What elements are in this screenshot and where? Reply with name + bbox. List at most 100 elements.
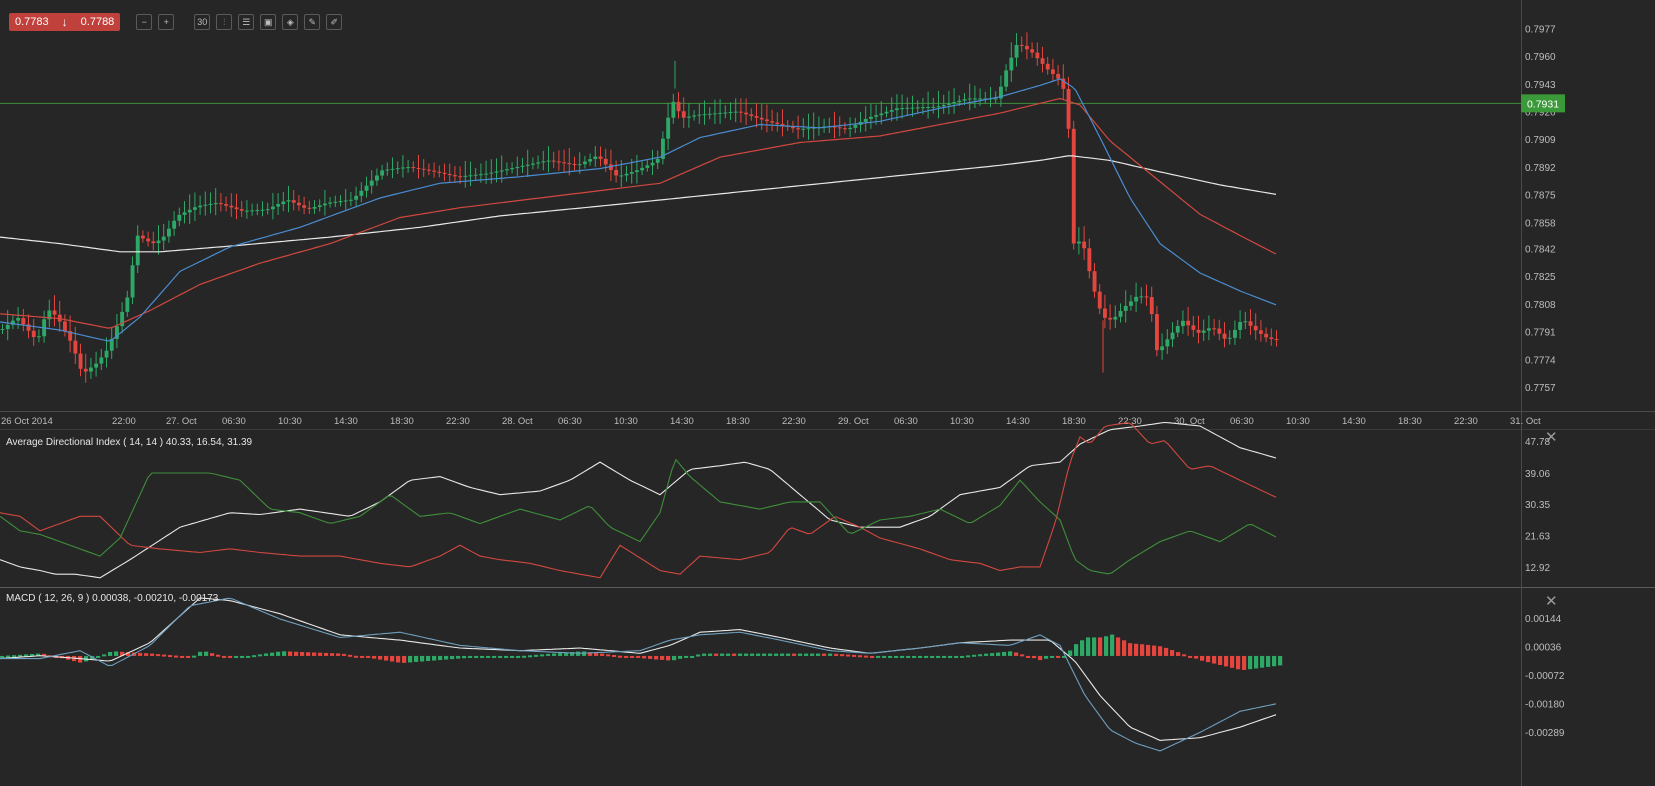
x-tick-label: 10:30	[1286, 416, 1310, 427]
macd-hist-bar	[654, 655, 659, 660]
candle-up	[687, 116, 691, 118]
candle-up	[260, 209, 265, 211]
candle-down	[1108, 317, 1113, 320]
timeframe-button[interactable]: 30	[194, 14, 211, 30]
macd-hist-bar	[1074, 644, 1079, 656]
candle-up	[104, 350, 109, 358]
edit-icon[interactable]: ✎	[304, 14, 321, 30]
macd-hist-bar	[972, 654, 977, 657]
macd-hist-bar	[768, 653, 773, 656]
plus-di-line	[0, 458, 1277, 575]
candle-down	[1035, 52, 1040, 59]
candle-up	[1123, 305, 1128, 311]
candle-down	[1082, 241, 1087, 249]
candle-up	[1134, 296, 1139, 302]
candle-type-icon[interactable]: ⫶	[216, 14, 233, 30]
macd-hist-bar	[1026, 655, 1031, 658]
macd-hist-bar	[1038, 655, 1043, 661]
macd-hist-bar	[348, 654, 353, 657]
macd-hist-bar	[606, 654, 611, 657]
candle-up	[99, 357, 104, 364]
candle-up	[884, 111, 889, 114]
macd-hist-bar	[360, 655, 365, 658]
candle-down	[1066, 88, 1071, 129]
adx-close-icon[interactable]: ✕	[1545, 429, 1558, 446]
candle-up	[645, 165, 650, 168]
draw-icon[interactable]: ◈	[282, 14, 299, 30]
candle-down	[796, 128, 801, 130]
price-quote-badge[interactable]: 0.7783 ↓ 0.7788	[9, 13, 121, 31]
screenshot-icon[interactable]: ▣	[260, 14, 277, 30]
candle-up	[952, 102, 957, 104]
macd-hist-bar	[420, 655, 425, 662]
macd-hist-bar	[564, 652, 569, 656]
macd-hist-bar	[696, 654, 701, 657]
x-tick-label: 22:30	[1118, 416, 1142, 427]
macd-hist-bar	[174, 655, 179, 658]
candle-up	[546, 160, 551, 162]
macd-hist-bar	[252, 655, 257, 658]
candle-up	[1118, 310, 1123, 317]
candle-up	[265, 209, 270, 211]
candle-down	[78, 353, 83, 369]
candle-down	[1092, 271, 1097, 292]
macd-hist-bar	[792, 653, 797, 656]
macd-hist-bar	[852, 654, 857, 657]
zoom-in-icon[interactable]: +	[158, 14, 175, 30]
candle-up	[1160, 346, 1165, 351]
candle-down	[63, 321, 67, 332]
macd-hist-bar	[1104, 636, 1109, 656]
candle-up	[915, 107, 920, 109]
macd-hist-bar	[318, 652, 323, 656]
macd-hist-bar	[1194, 655, 1199, 659]
macd-tick-label: 0.00036	[1525, 642, 1562, 653]
macd-close-icon[interactable]: ✕	[1545, 593, 1558, 610]
macd-hist-bar	[204, 651, 209, 656]
candle-down	[603, 158, 608, 165]
x-tick-label: 14:30	[334, 416, 358, 427]
macd-hist-bar	[42, 653, 47, 656]
candle-up	[312, 207, 317, 209]
candle-down	[744, 112, 749, 115]
candle-down	[567, 163, 572, 165]
candle-down	[432, 170, 437, 172]
candle-up	[1139, 296, 1144, 298]
candle-up	[1201, 330, 1206, 333]
macd-hist-bar	[276, 651, 281, 656]
x-tick-label: 30. Oct	[1174, 416, 1205, 427]
macd-hist-bar	[12, 655, 17, 658]
candle-down	[447, 173, 452, 176]
candle-down	[239, 209, 244, 211]
macd-hist-bar	[648, 655, 653, 659]
zoom-out-icon[interactable]: −	[136, 14, 153, 30]
candle-up	[697, 114, 702, 116]
indicators-icon[interactable]: ☰	[238, 14, 255, 30]
candle-down	[775, 122, 780, 125]
candle-up	[349, 199, 353, 201]
x-tick-label: 14:30	[1342, 416, 1366, 427]
macd-hist-bar	[408, 655, 413, 663]
macd-hist-bar	[114, 651, 119, 656]
pencil-icon[interactable]: ✐	[326, 14, 343, 30]
candle-up	[286, 200, 291, 202]
macd-hist-bar	[198, 651, 203, 656]
macd-hist-bar	[594, 652, 599, 656]
candle-up	[1004, 70, 1009, 87]
x-tick-label: 14:30	[1006, 416, 1030, 427]
candle-up	[489, 172, 494, 174]
macd-hist-bar	[156, 654, 161, 657]
macd-hist-bar	[876, 655, 881, 658]
macd-hist-bar	[570, 651, 575, 656]
candle-up	[650, 162, 655, 166]
candle-down	[1191, 325, 1196, 330]
macd-hist-bar	[672, 655, 677, 661]
candle-up	[505, 169, 509, 171]
macd-hist-bar	[720, 653, 725, 656]
macd-hist-bar	[732, 653, 737, 656]
candle-up	[333, 201, 338, 203]
macd-hist-bar	[402, 655, 407, 663]
macd-hist-bar	[1272, 655, 1277, 667]
x-tick-label: 28. Oct	[502, 416, 533, 427]
candle-down	[234, 207, 239, 210]
